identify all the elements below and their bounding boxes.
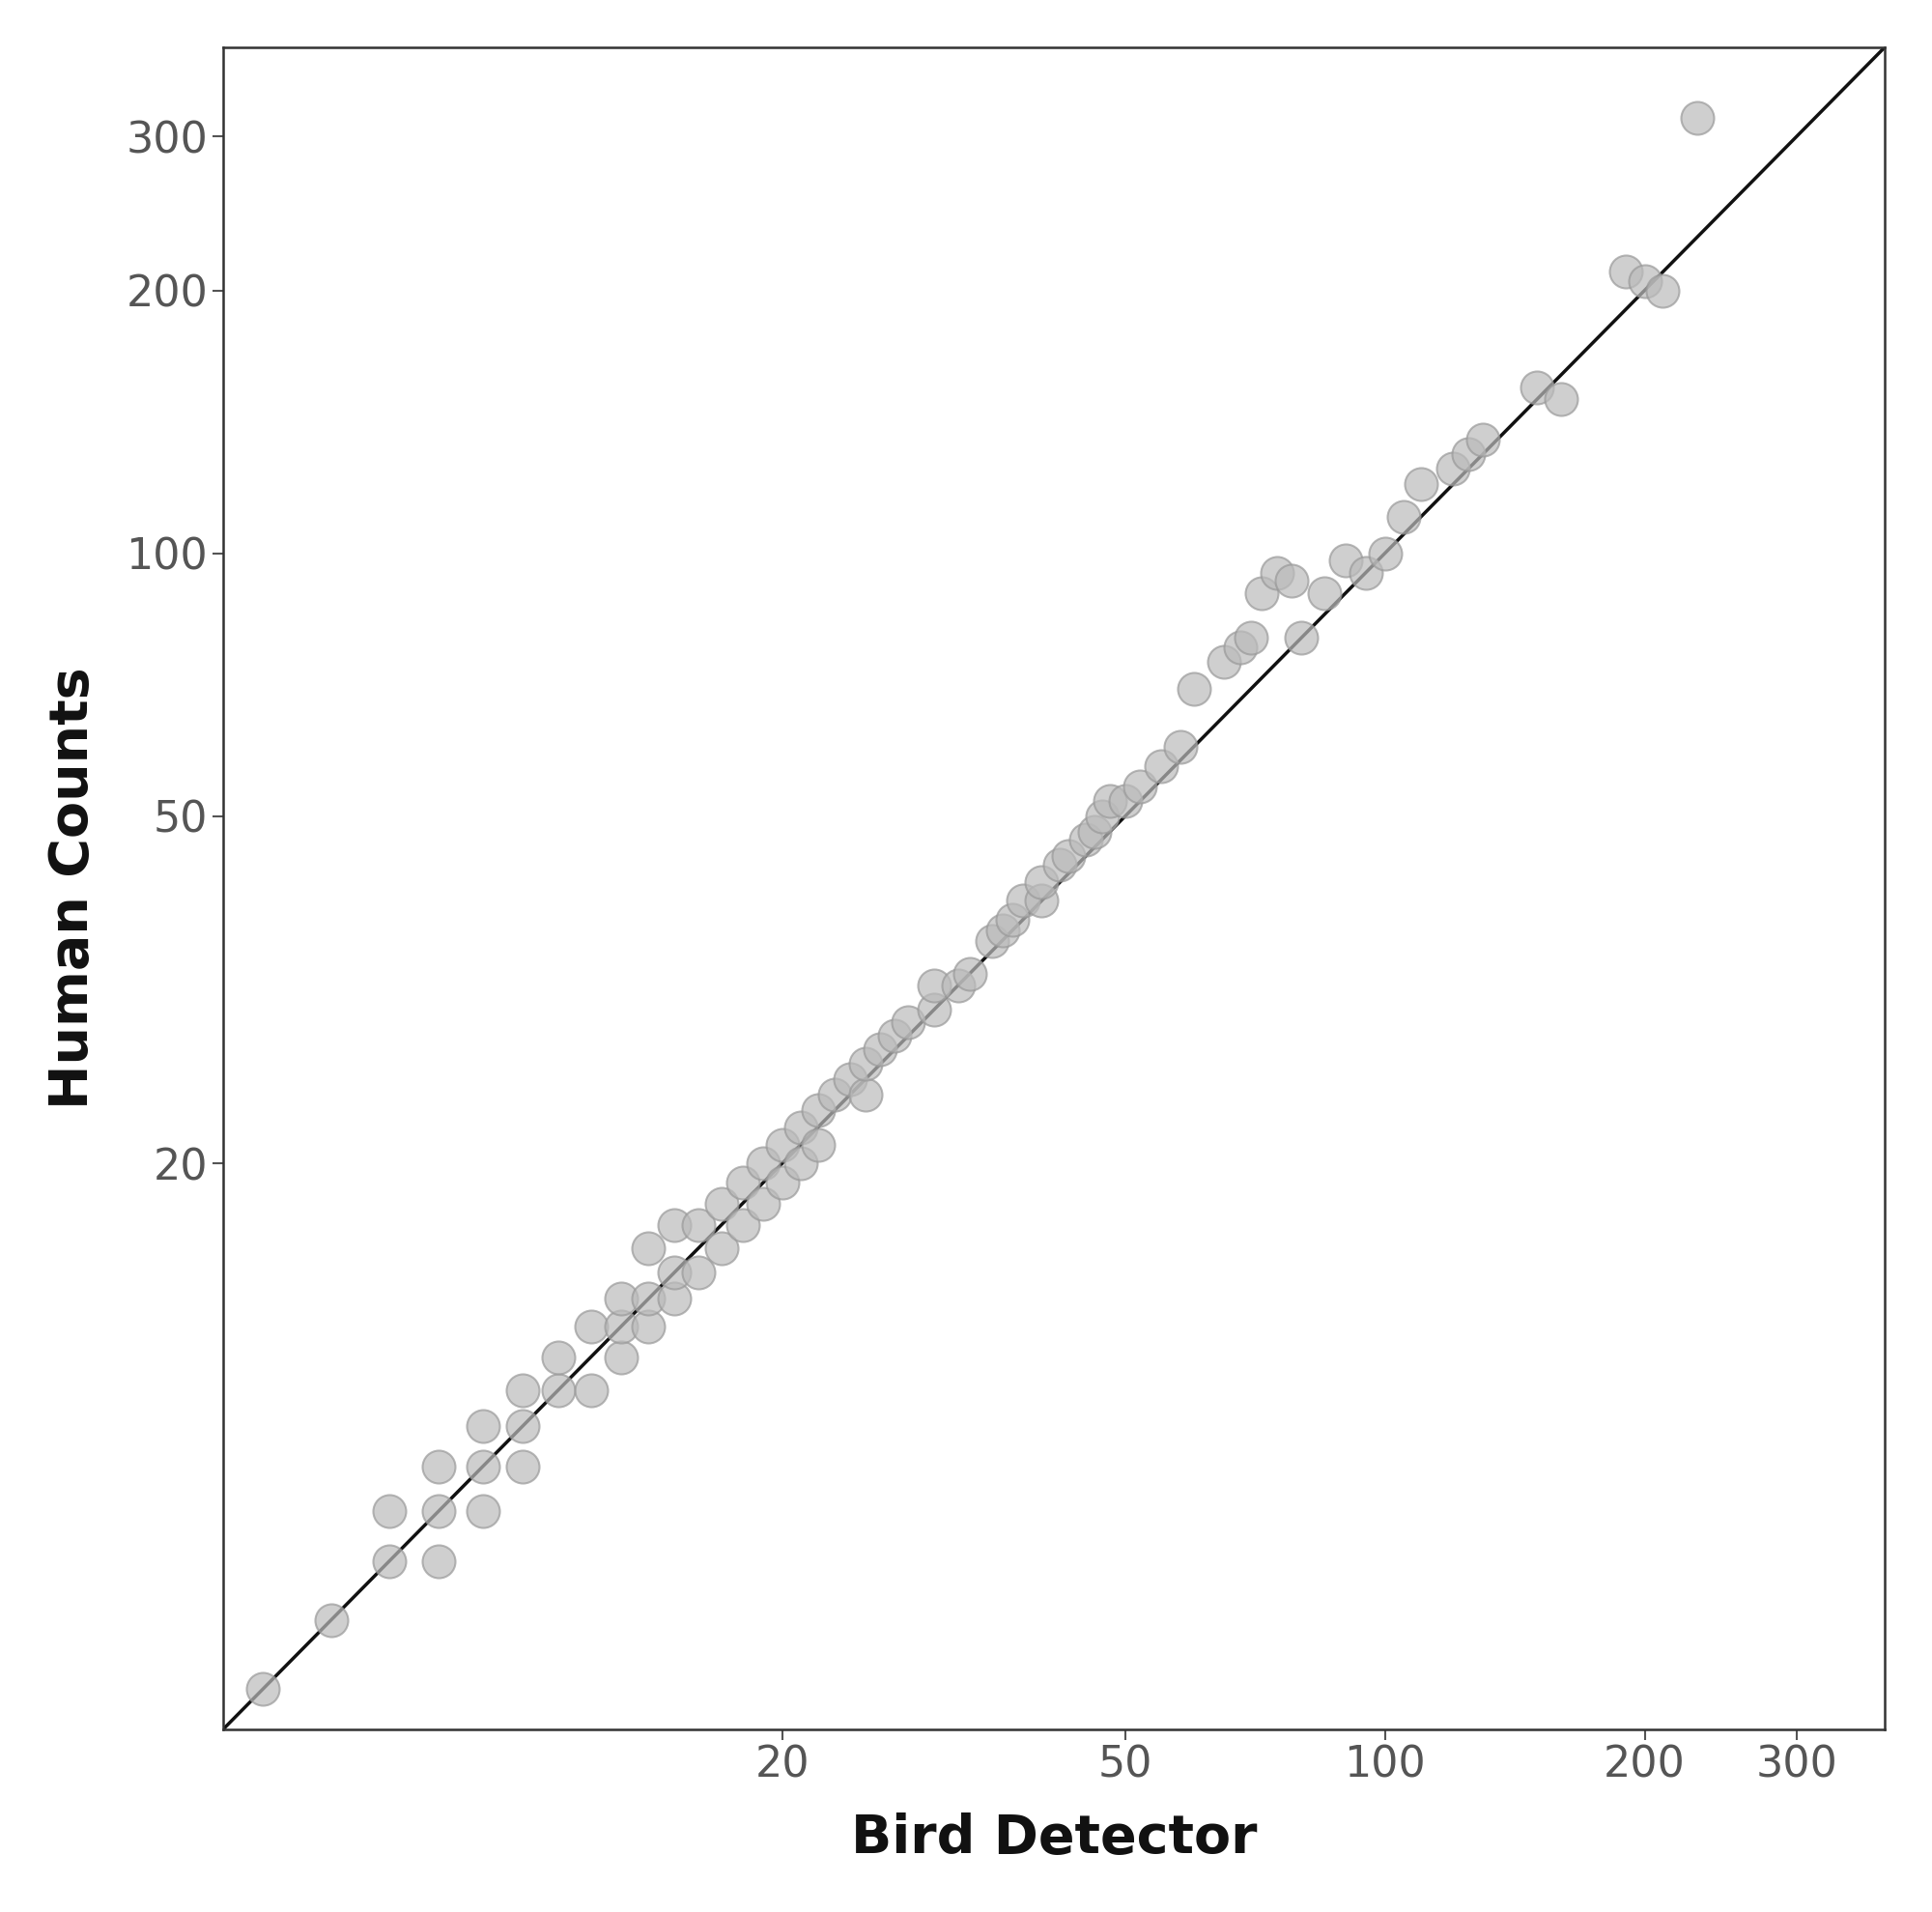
Point xyxy=(1262,556,1293,587)
Point xyxy=(997,904,1028,935)
Point xyxy=(1095,786,1126,816)
Point xyxy=(784,1113,815,1143)
Point xyxy=(1045,849,1076,880)
Point xyxy=(835,1063,866,1094)
Point xyxy=(918,969,949,1000)
Point xyxy=(576,1375,607,1405)
Point xyxy=(987,914,1018,945)
Point xyxy=(866,1034,896,1065)
Y-axis label: Human Counts: Human Counts xyxy=(46,667,99,1109)
Point xyxy=(1648,275,1679,306)
Point xyxy=(1387,501,1418,532)
Point xyxy=(1124,772,1155,803)
Point xyxy=(1350,556,1381,587)
Point xyxy=(726,1210,757,1241)
Point xyxy=(748,1147,779,1178)
Point xyxy=(373,1547,404,1577)
Point xyxy=(1007,885,1037,916)
Point xyxy=(1329,545,1360,576)
Point xyxy=(543,1342,574,1373)
Point xyxy=(506,1411,537,1442)
Point xyxy=(1453,438,1484,468)
Point xyxy=(659,1210,690,1241)
Point xyxy=(659,1258,690,1289)
Point xyxy=(1629,266,1660,296)
Point xyxy=(819,1078,850,1109)
Point xyxy=(423,1495,454,1526)
Point xyxy=(423,1547,454,1577)
Point xyxy=(850,1078,881,1109)
Point xyxy=(1208,646,1238,677)
Point xyxy=(605,1342,636,1373)
Point xyxy=(506,1375,537,1405)
Point xyxy=(705,1233,736,1264)
Point xyxy=(726,1168,757,1199)
Point xyxy=(943,969,974,1000)
Point xyxy=(1225,633,1256,663)
Point xyxy=(315,1604,346,1635)
Point xyxy=(784,1147,815,1178)
Point xyxy=(879,1021,910,1052)
Point xyxy=(468,1411,498,1442)
Point xyxy=(954,958,985,989)
Point xyxy=(1246,577,1277,608)
Point xyxy=(634,1312,665,1342)
Point xyxy=(1165,732,1196,763)
Point xyxy=(1287,623,1318,654)
Point xyxy=(767,1168,798,1199)
Point xyxy=(543,1375,574,1405)
Point xyxy=(468,1451,498,1482)
Point xyxy=(1609,256,1640,287)
Point xyxy=(605,1312,636,1342)
Point xyxy=(1437,453,1468,484)
Point xyxy=(1053,841,1084,872)
Point xyxy=(1236,623,1267,654)
Point xyxy=(918,994,949,1025)
Point xyxy=(767,1130,798,1161)
Point xyxy=(1546,384,1577,415)
Point xyxy=(1086,801,1117,832)
Point xyxy=(748,1187,779,1218)
Point xyxy=(684,1258,715,1289)
Point xyxy=(1179,673,1209,704)
Point xyxy=(468,1495,498,1526)
Point xyxy=(1026,866,1057,897)
Point xyxy=(423,1451,454,1482)
Point xyxy=(1681,103,1712,134)
Point xyxy=(1468,424,1499,455)
X-axis label: Bird Detector: Bird Detector xyxy=(852,1813,1258,1864)
Point xyxy=(684,1210,715,1241)
Point xyxy=(1370,537,1401,568)
Point xyxy=(247,1673,278,1704)
Point xyxy=(802,1130,833,1161)
Point xyxy=(976,925,1007,956)
Point xyxy=(893,1008,923,1038)
Point xyxy=(1146,751,1177,782)
Point xyxy=(634,1283,665,1314)
Point xyxy=(1520,371,1551,402)
Point xyxy=(850,1048,881,1078)
Point xyxy=(1109,786,1140,816)
Point xyxy=(705,1187,736,1218)
Point xyxy=(1070,824,1101,855)
Point xyxy=(1078,816,1109,847)
Point xyxy=(506,1451,537,1482)
Point xyxy=(605,1283,636,1314)
Point xyxy=(634,1233,665,1264)
Point xyxy=(802,1096,833,1126)
Point xyxy=(373,1495,404,1526)
Point xyxy=(1277,566,1308,597)
Point xyxy=(576,1312,607,1342)
Point xyxy=(1026,885,1057,916)
Point xyxy=(659,1283,690,1314)
Point xyxy=(1308,577,1339,608)
Point xyxy=(1405,468,1435,499)
